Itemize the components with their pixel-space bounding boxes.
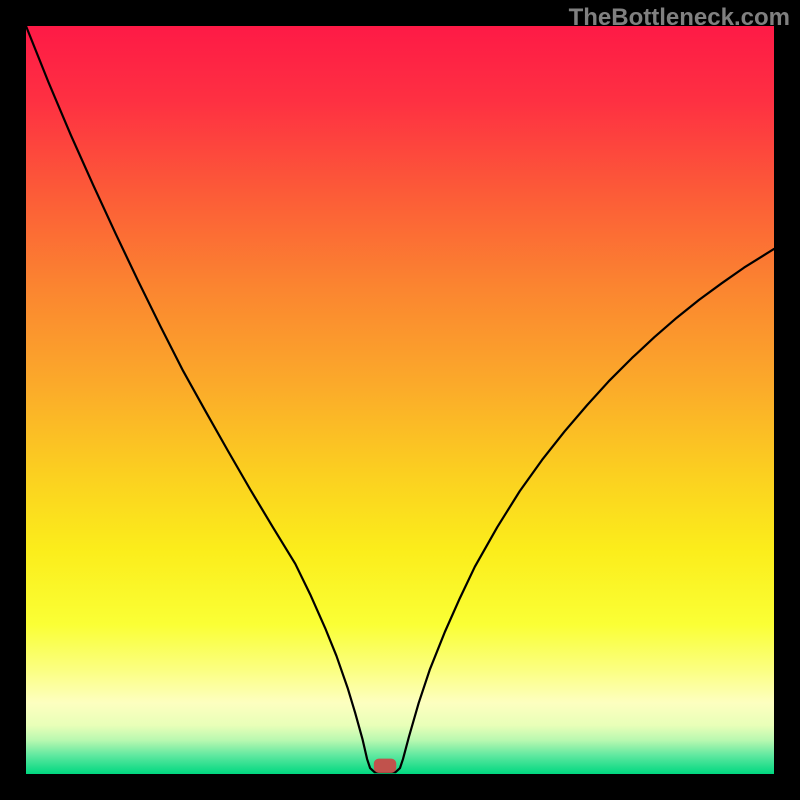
bottleneck-curve-chart: [0, 0, 800, 800]
chart-container: TheBottleneck.com: [0, 0, 800, 800]
optimal-point-marker: [374, 759, 396, 773]
plot-background-gradient: [26, 26, 774, 774]
